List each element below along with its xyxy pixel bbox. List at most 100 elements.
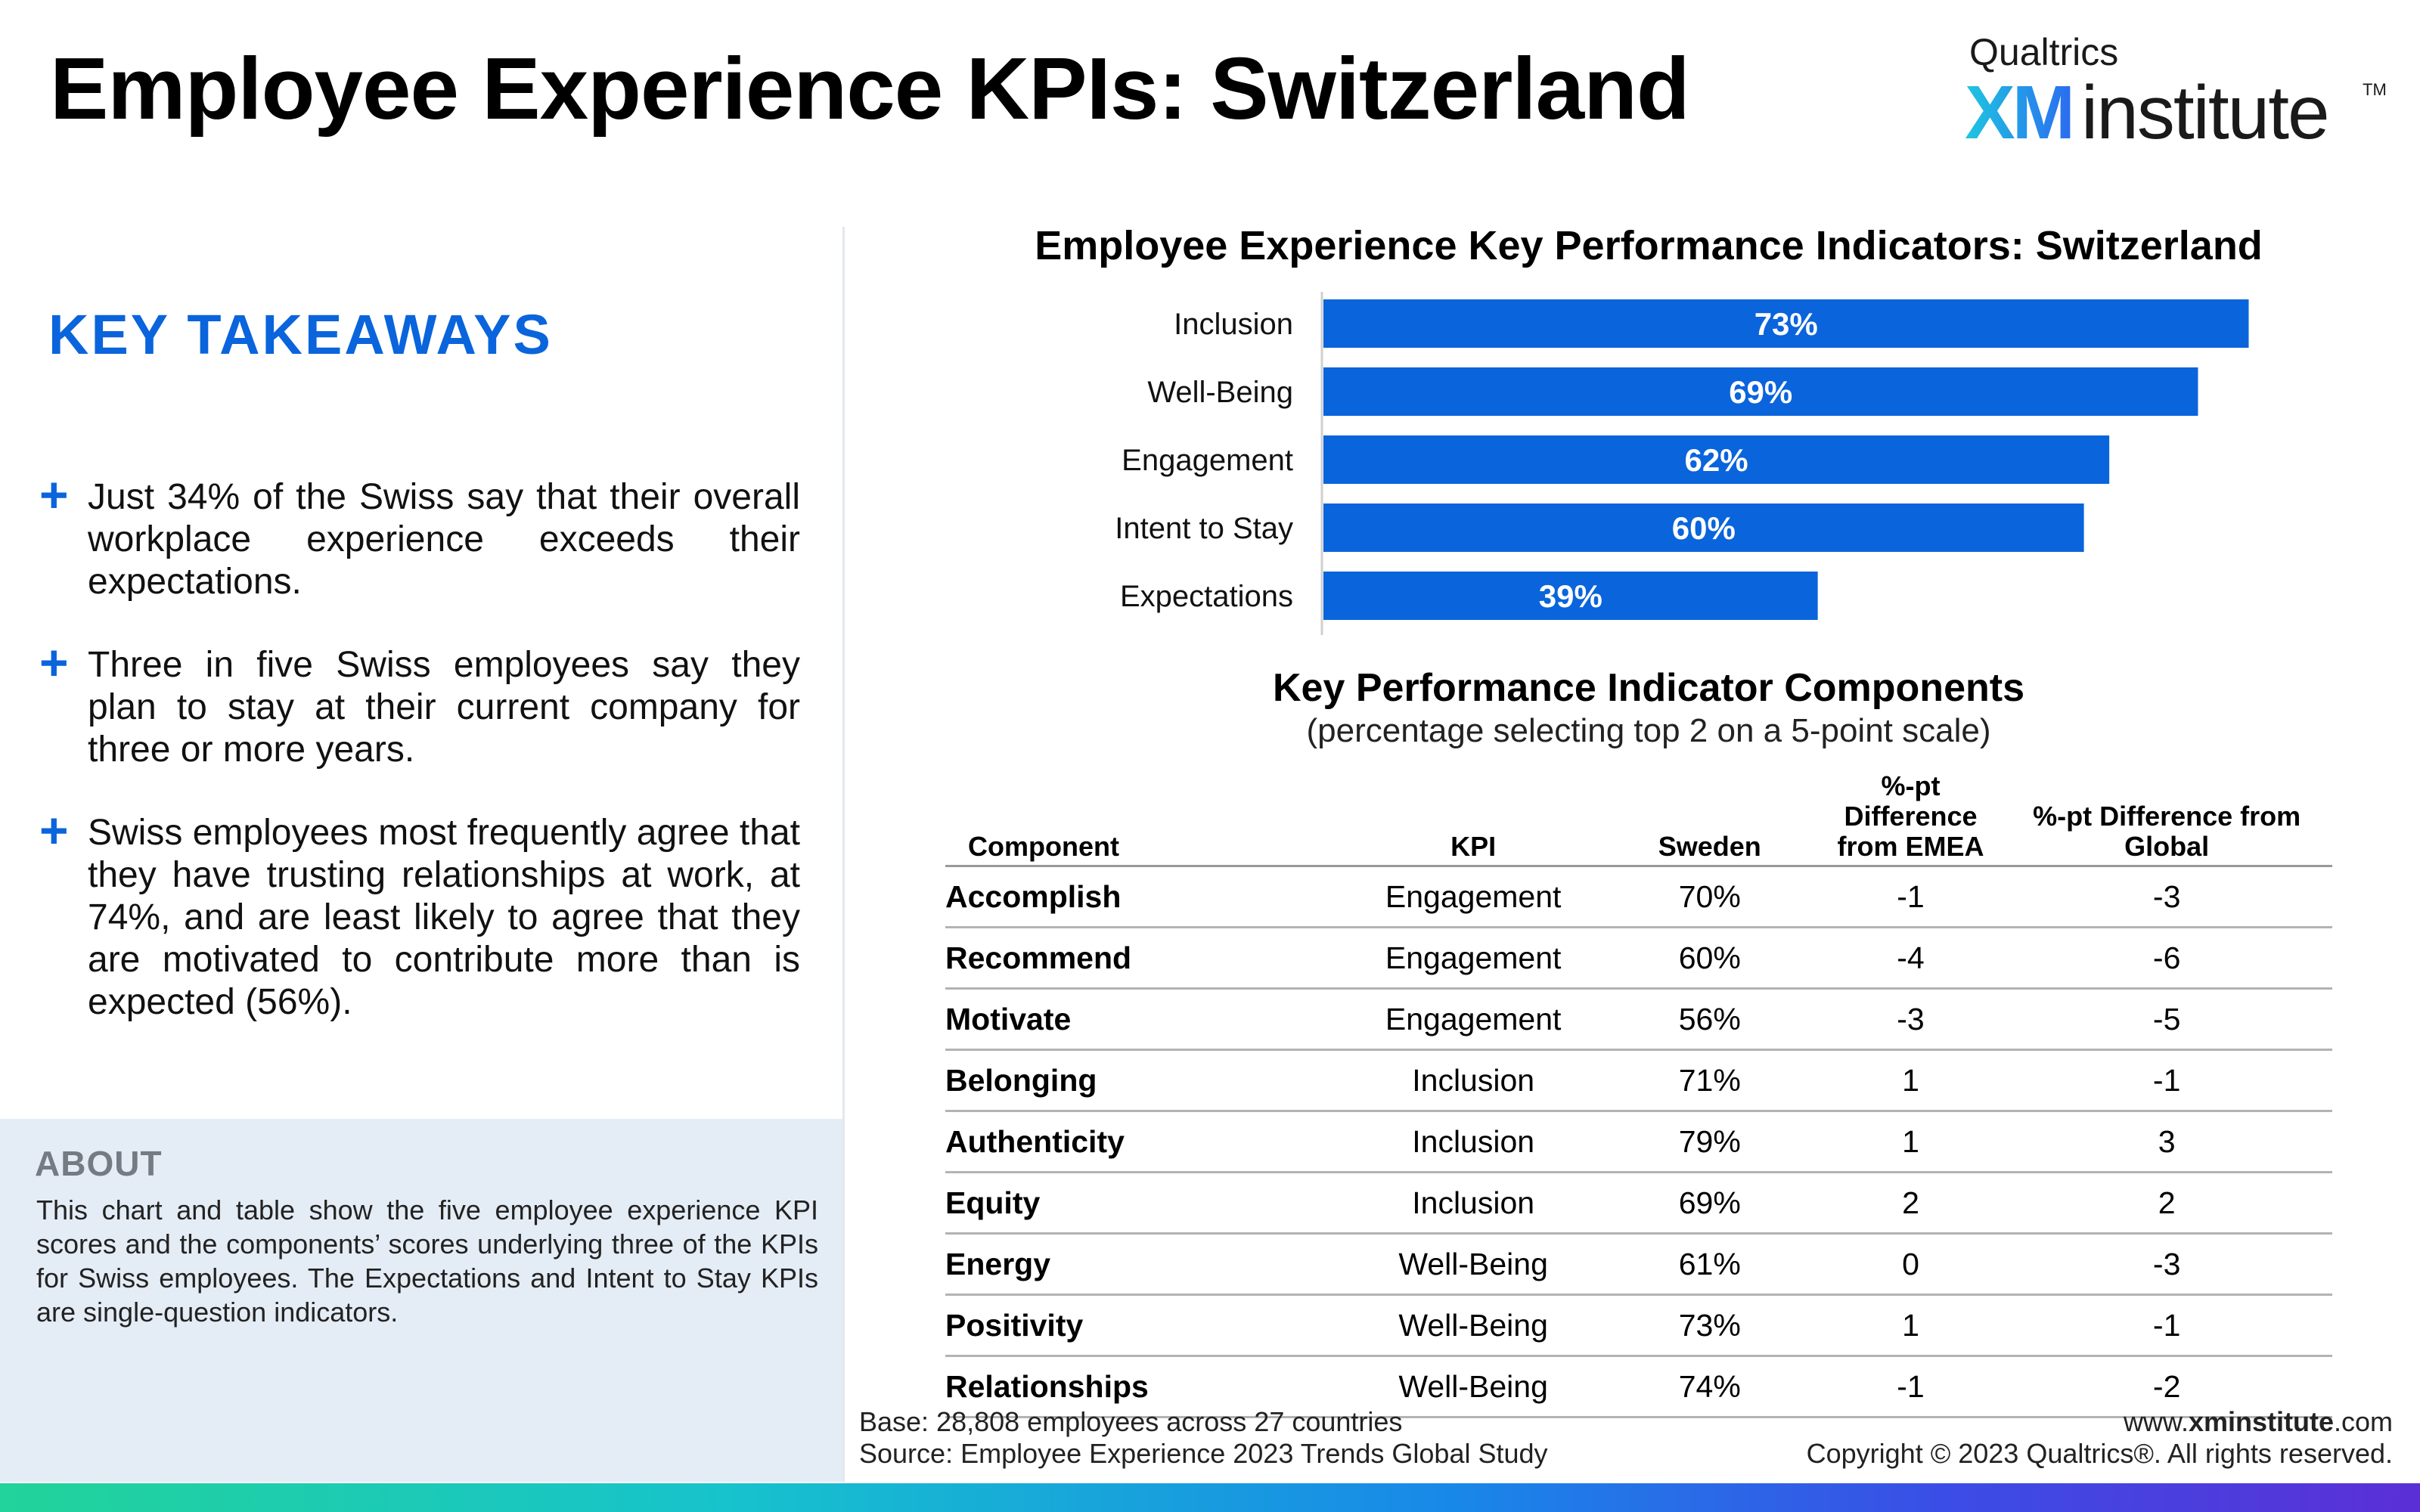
takeaway-item: + Just 34% of the Swiss say that their o…: [39, 466, 800, 603]
source-note: Source: Employee Experience 2023 Trends …: [859, 1438, 1548, 1469]
cell-score: 79%: [1599, 1111, 1820, 1173]
category-label: Well-Being: [1147, 376, 1293, 409]
cell-kpi: Engagement: [1347, 866, 1599, 928]
bar-value-label: 62%: [1685, 442, 1748, 478]
bar-expectations: [1323, 572, 1818, 620]
website-url: www.xminstitute.com: [2123, 1406, 2393, 1437]
cell-global-diff: -3: [2001, 1233, 2332, 1296]
table-row: Equity Inclusion 69% 2 2: [945, 1172, 2332, 1235]
xm-institute-logo: Qualtrics XM institute TM: [1954, 30, 2387, 155]
bar-inclusion: [1323, 299, 2249, 348]
table-row: Motivate Engagement 56% -3 -5: [945, 988, 2332, 1051]
cell-emea-diff: 1: [1820, 1049, 2002, 1112]
table-row: Belonging Inclusion 71% 1 -1: [945, 1049, 2332, 1112]
cell-component: Relationships: [945, 1356, 1348, 1418]
takeaway-item: + Swiss employees most frequently agree …: [39, 802, 800, 1024]
cell-emea-diff: -1: [1820, 1356, 2002, 1418]
cell-global-diff: -6: [2001, 927, 2332, 990]
cell-score: 69%: [1599, 1172, 1820, 1235]
cell-global-diff: -5: [2001, 988, 2332, 1051]
bar-value-label: 60%: [1672, 510, 1736, 546]
bar-well-being: [1323, 367, 2198, 416]
copyright: Copyright © 2023 Qualtrics®. All rights …: [1806, 1438, 2393, 1469]
about-text: This chart and table show the five emplo…: [36, 1194, 818, 1328]
takeaway-text: Swiss employees most frequently agree th…: [88, 813, 800, 1022]
takeaway-item: + Three in five Swiss employees say they…: [39, 634, 800, 771]
bar-value-label: 69%: [1729, 374, 1792, 410]
cell-emea-diff: -1: [1820, 866, 2002, 928]
category-label: Expectations: [1120, 580, 1293, 613]
emea-header-line2: from EMEA: [1837, 831, 1984, 862]
cell-score: 73%: [1599, 1294, 1820, 1357]
table-title: Key Performance Indicator Components: [1273, 666, 2024, 710]
cell-kpi: Well-Being: [1347, 1294, 1599, 1357]
bar-value-label: 73%: [1754, 306, 1818, 342]
column-header-emea-diff: %-pt Difference from EMEA: [1820, 771, 2002, 867]
cell-kpi: Engagement: [1347, 927, 1599, 990]
key-takeaways-heading: KEY TAKEAWAYS: [48, 303, 553, 366]
chart-title: Employee Experience Key Performance Indi…: [1035, 223, 2263, 268]
cell-score: 74%: [1599, 1356, 1820, 1418]
footer-credits: www.xminstitute.com Copyright © 2023 Qua…: [1807, 1406, 2393, 1470]
category-label: Inclusion: [1174, 308, 1293, 341]
cell-component: Energy: [945, 1233, 1348, 1296]
cell-score: 61%: [1599, 1233, 1820, 1296]
table-subtitle: (percentage selecting top 2 on a 5-point…: [1306, 712, 1991, 749]
cell-kpi: Inclusion: [1347, 1049, 1599, 1112]
bar-intent-to-stay: [1323, 503, 2084, 552]
category-label: Intent to Stay: [1115, 512, 1293, 545]
page-title: Employee Experience KPIs: Switzerland: [50, 39, 1690, 138]
takeaway-text: Just 34% of the Swiss say that their ove…: [88, 477, 800, 602]
footnote: Base: 28,808 employees across 27 countri…: [859, 1406, 1548, 1470]
table-body: Accomplish Engagement 70% -1 -3 Recommend Enga…: [945, 866, 2332, 1418]
cell-emea-diff: -4: [1820, 927, 2002, 990]
cell-global-diff: -2: [2001, 1356, 2332, 1418]
takeaway-text: Three in five Swiss employees say they p…: [88, 645, 800, 770]
about-heading: ABOUT: [35, 1144, 163, 1183]
logo-xm-text: XM: [1965, 70, 2075, 155]
cell-global-diff: 2: [2001, 1172, 2332, 1235]
bar-value-label: 39%: [1539, 578, 1602, 614]
cell-emea-diff: 2: [1820, 1172, 2002, 1235]
panel-divider: [842, 227, 845, 1482]
kpi-bar-chart: Inclusion 73% Well-Being 69% Engagement 62% In…: [1115, 292, 2249, 635]
category-label: Engagement: [1122, 444, 1293, 477]
plus-icon: +: [39, 634, 69, 690]
cell-kpi: Well-Being: [1347, 1233, 1599, 1296]
about-panel: [0, 1119, 844, 1482]
logo-trademark: TM: [2363, 80, 2387, 99]
cell-global-diff: 3: [2001, 1111, 2332, 1173]
bar-engagement: [1323, 435, 2110, 484]
cell-score: 56%: [1599, 988, 1820, 1051]
kpi-components-table: Component KPI Sweden %-pt Difference fro…: [945, 771, 2332, 1418]
table-row: Recommend Engagement 60% -4 -6: [945, 927, 2332, 990]
table-row: Energy Well-Being 61% 0 -3: [945, 1233, 2332, 1296]
cell-score: 70%: [1599, 866, 1820, 928]
cell-component: Accomplish: [945, 866, 1348, 928]
table-row: Relationships Well-Being 74% -1 -2: [945, 1356, 2332, 1418]
cell-component: Authenticity: [945, 1111, 1348, 1173]
column-header-global-diff: %-pt Difference from Global: [2001, 771, 2332, 867]
table-row: Accomplish Engagement 70% -1 -3: [945, 866, 2332, 928]
cell-kpi: Inclusion: [1347, 1172, 1599, 1235]
cell-global-diff: -1: [2001, 1049, 2332, 1112]
cell-emea-diff: -3: [1820, 988, 2002, 1051]
table-row: Authenticity Inclusion 79% 1 3: [945, 1111, 2332, 1173]
bottom-gradient-bar: [0, 1483, 2420, 1512]
cell-component: Belonging: [945, 1049, 1348, 1112]
plus-icon: +: [39, 802, 69, 858]
logo-institute-text: institute: [2081, 70, 2330, 155]
cell-score: 71%: [1599, 1049, 1820, 1112]
cell-emea-diff: 1: [1820, 1111, 2002, 1173]
global-header-line2: Global: [2124, 831, 2210, 862]
cell-emea-diff: 0: [1820, 1233, 2002, 1296]
cell-kpi: Engagement: [1347, 988, 1599, 1051]
column-header-country: Sweden: [1599, 771, 1820, 867]
cell-component: Equity: [945, 1172, 1348, 1235]
plus-icon: +: [39, 466, 69, 522]
logo-qualtrics-text: Qualtrics: [1969, 31, 2119, 73]
column-header-component: Component: [945, 771, 1348, 867]
table-row: Positivity Well-Being 73% 1 -1: [945, 1294, 2332, 1357]
cell-component: Recommend: [945, 927, 1348, 990]
cell-global-diff: -3: [2001, 866, 2332, 928]
